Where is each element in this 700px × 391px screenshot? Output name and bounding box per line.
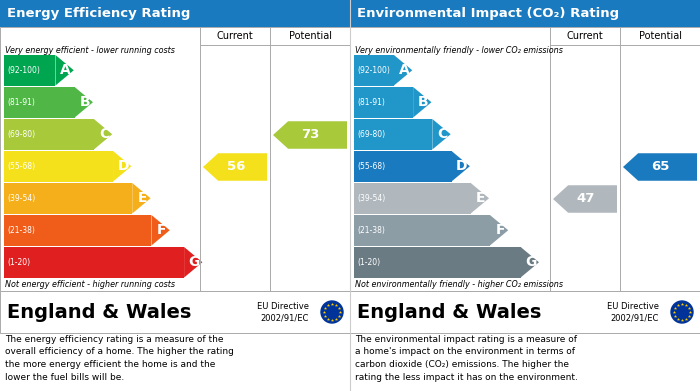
Text: Very energy efficient - lower running costs: Very energy efficient - lower running co… [5,46,175,55]
Text: (21-38): (21-38) [7,226,35,235]
Text: 65: 65 [652,160,670,174]
Bar [354,55,394,86]
Text: G: G [188,255,200,269]
Polygon shape [184,247,202,278]
Text: (81-91): (81-91) [357,98,385,107]
Text: D: D [456,159,468,173]
Text: G: G [525,255,536,269]
Text: 73: 73 [302,129,320,142]
Bar [4,215,151,246]
Bar [354,183,470,213]
Text: England & Wales: England & Wales [357,303,541,321]
Text: Current: Current [216,31,253,41]
Text: A: A [60,63,71,77]
Bar [0,0,350,27]
Polygon shape [273,121,347,149]
Bar [350,291,700,333]
Text: (69-80): (69-80) [7,130,35,139]
Text: C: C [438,127,447,141]
Text: Environmental Impact (CO₂) Rating: Environmental Impact (CO₂) Rating [357,7,619,20]
Text: E: E [476,191,486,205]
Text: Energy Efficiency Rating: Energy Efficiency Rating [7,7,190,20]
Bar [350,27,700,291]
Text: (92-100): (92-100) [357,66,390,75]
Circle shape [321,301,343,323]
Circle shape [671,301,693,323]
Text: 56: 56 [227,160,245,174]
Text: 47: 47 [577,192,595,206]
Text: (1-20): (1-20) [7,258,30,267]
Bar [354,119,433,149]
Text: C: C [99,127,109,141]
Text: (21-38): (21-38) [357,226,385,235]
Text: (55-68): (55-68) [357,162,385,171]
Text: EU Directive
2002/91/EC: EU Directive 2002/91/EC [257,302,309,322]
Polygon shape [55,55,74,86]
Text: B: B [79,95,90,109]
Polygon shape [521,247,539,278]
Text: D: D [118,159,129,173]
Text: (92-100): (92-100) [7,66,40,75]
Polygon shape [470,183,489,213]
Polygon shape [553,185,617,213]
Text: B: B [418,95,428,109]
Bar [354,87,413,118]
Text: Very environmentally friendly - lower CO₂ emissions: Very environmentally friendly - lower CO… [355,46,563,55]
Bar [350,0,700,27]
Bar [4,55,55,86]
Text: F: F [496,223,505,237]
Polygon shape [94,119,112,149]
Text: England & Wales: England & Wales [7,303,191,321]
Bar [354,151,452,181]
Text: Not energy efficient - higher running costs: Not energy efficient - higher running co… [5,280,175,289]
Bar [4,151,113,181]
Text: (39-54): (39-54) [357,194,385,203]
Text: (55-68): (55-68) [7,162,35,171]
Text: E: E [138,191,147,205]
Bar [0,27,350,291]
Polygon shape [113,151,132,181]
Polygon shape [490,215,508,246]
Polygon shape [203,153,267,181]
Text: Current: Current [566,31,603,41]
Bar [354,215,490,246]
Bar [354,247,521,278]
Text: The environmental impact rating is a measure of
a home's impact on the environme: The environmental impact rating is a mea… [355,335,578,382]
Polygon shape [75,87,93,118]
Text: (39-54): (39-54) [7,194,35,203]
Polygon shape [452,151,470,181]
Bar [0,291,350,333]
Text: EU Directive
2002/91/EC: EU Directive 2002/91/EC [607,302,659,322]
Text: A: A [398,63,409,77]
Polygon shape [623,153,697,181]
Bar [4,183,132,213]
Text: (81-91): (81-91) [7,98,35,107]
Text: Potential: Potential [638,31,682,41]
Text: (1-20): (1-20) [357,258,380,267]
Bar [4,87,75,118]
Bar [4,119,94,149]
Text: Not environmentally friendly - higher CO₂ emissions: Not environmentally friendly - higher CO… [355,280,563,289]
Text: (69-80): (69-80) [357,130,385,139]
Polygon shape [433,119,451,149]
Text: Potential: Potential [288,31,332,41]
Polygon shape [394,55,412,86]
Text: The energy efficiency rating is a measure of the
overall efficiency of a home. T: The energy efficiency rating is a measur… [5,335,234,382]
Text: F: F [157,223,167,237]
Polygon shape [132,183,150,213]
Bar [4,247,184,278]
Polygon shape [413,87,431,118]
Polygon shape [151,215,170,246]
